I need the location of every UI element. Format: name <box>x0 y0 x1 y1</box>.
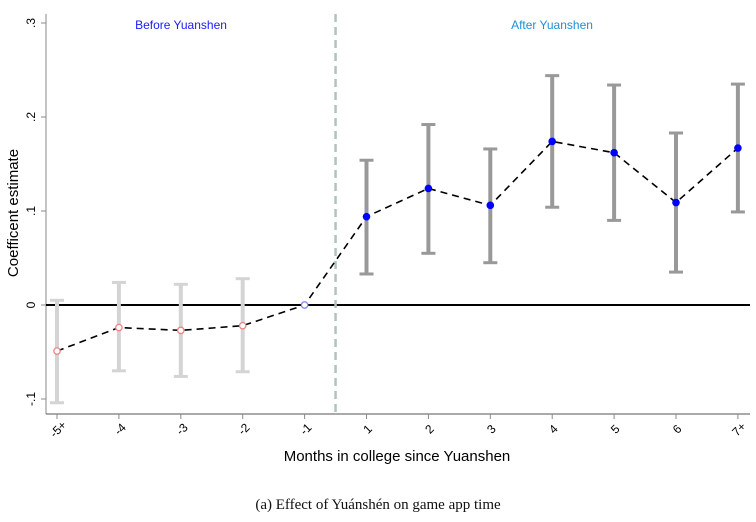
x-tick-label: 7+ <box>729 419 749 439</box>
y-tick-label: .1 <box>24 206 38 216</box>
post-period-point <box>362 212 371 221</box>
post-period-point <box>548 137 556 146</box>
annotation-after: After Yuanshen <box>511 18 593 32</box>
y-tick-label: .2 <box>24 112 38 122</box>
post-period-point <box>734 144 742 152</box>
x-tick-label: -5+ <box>47 418 69 440</box>
post-period-point <box>486 201 495 210</box>
x-tick-label: -3 <box>173 420 191 438</box>
pre-period-point <box>176 326 185 335</box>
baseline-point <box>300 301 309 309</box>
pre-period-point <box>53 347 61 355</box>
estimate-line <box>56 140 739 352</box>
post-period-point <box>672 198 680 207</box>
figure-caption: (a) Effect of Yuánshén on game app time <box>255 497 501 513</box>
pre-period-point <box>115 323 123 332</box>
y-tick-label: -.1 <box>24 392 38 406</box>
y-axis-label: Coefficent estimate <box>5 149 22 277</box>
x-tick-label: -4 <box>111 420 129 438</box>
x-tick-label: 6 <box>670 422 685 437</box>
annotation-before: Before Yuanshen <box>135 18 227 32</box>
x-tick-label: -1 <box>297 420 315 438</box>
x-axis-label: Months in college since Yuanshen <box>284 448 511 465</box>
x-tick-label: 1 <box>360 422 375 437</box>
x-tick-label: 5 <box>608 422 623 437</box>
x-tick-label: 4 <box>546 422 561 437</box>
pre-period-point <box>238 321 247 330</box>
y-tick-label: .3 <box>24 18 38 28</box>
post-period-point <box>610 148 618 157</box>
x-tick-label: 3 <box>484 422 499 437</box>
x-tick-label: -2 <box>235 420 253 438</box>
x-tick-label: 2 <box>422 422 437 437</box>
post-period-point <box>424 184 433 193</box>
y-tick-label: 0 <box>24 301 38 308</box>
event-study-chart: -.1 0 .1 .2 .3 -5+ -4 -3 -2 -1 1 2 3 4 5 6 7+ Before Yua… <box>5 14 750 465</box>
